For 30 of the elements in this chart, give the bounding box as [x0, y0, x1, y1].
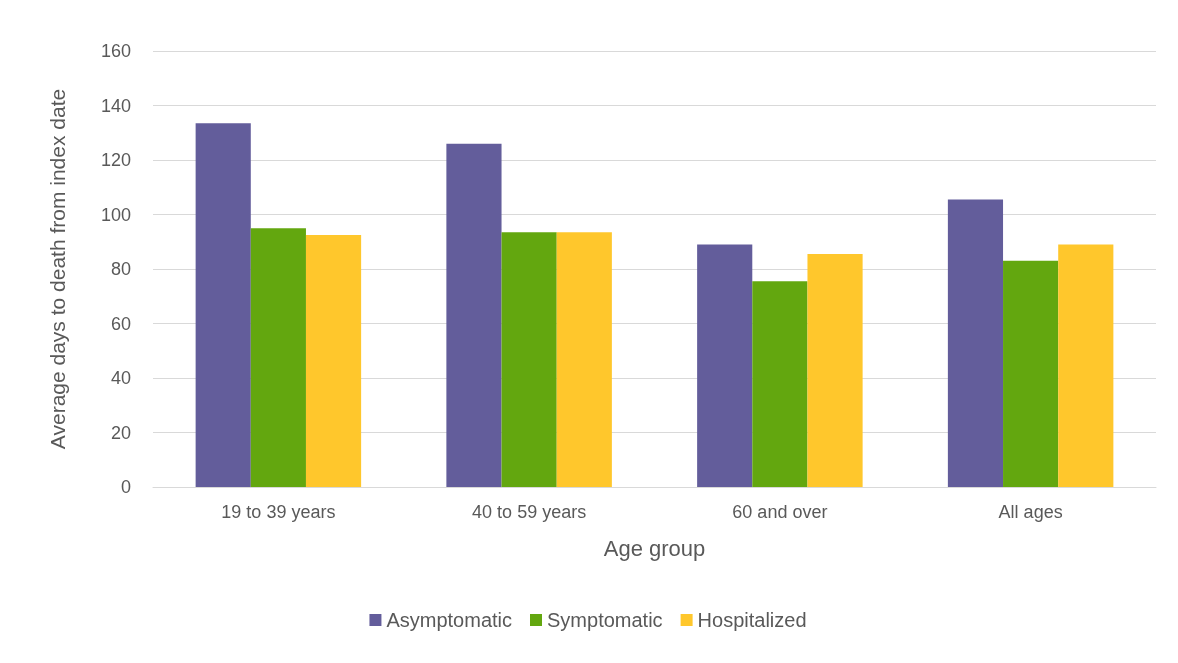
x-tick-label: 60 and over [732, 502, 828, 522]
y-tick-label: 40 [110, 368, 131, 388]
x-tick-label: 40 to 59 years [472, 502, 587, 522]
x-axis-title: Age group [603, 535, 706, 561]
bar [305, 234, 362, 487]
y-tick-label: 20 [110, 422, 131, 443]
bar [446, 143, 502, 487]
y-tick-label: 140 [100, 95, 131, 116]
y-tick-label: 120 [100, 150, 131, 170]
legend-label: Symptomatic [547, 609, 663, 631]
y-axis-title: Average days to death from index date [46, 88, 69, 450]
bar [697, 244, 753, 487]
bar [501, 232, 557, 487]
y-tick-label: 60 [110, 313, 131, 334]
legend-label: Asymptomatic [386, 609, 513, 631]
bar [195, 123, 251, 487]
x-tick-label: All ages [998, 502, 1063, 522]
bar [807, 254, 863, 487]
bar [1058, 244, 1114, 487]
y-tick-label: 80 [110, 259, 131, 279]
y-tick-label: 0 [120, 477, 131, 497]
bar [250, 228, 306, 487]
bar [1003, 260, 1059, 487]
bar [947, 199, 1004, 487]
y-tick-label: 160 [100, 41, 131, 61]
x-tick-label: 19 to 39 years [221, 502, 336, 522]
y-tick-label: 100 [100, 204, 131, 225]
bar [556, 232, 612, 487]
bar [752, 281, 808, 487]
legend-label: Hospitalized [697, 609, 807, 631]
